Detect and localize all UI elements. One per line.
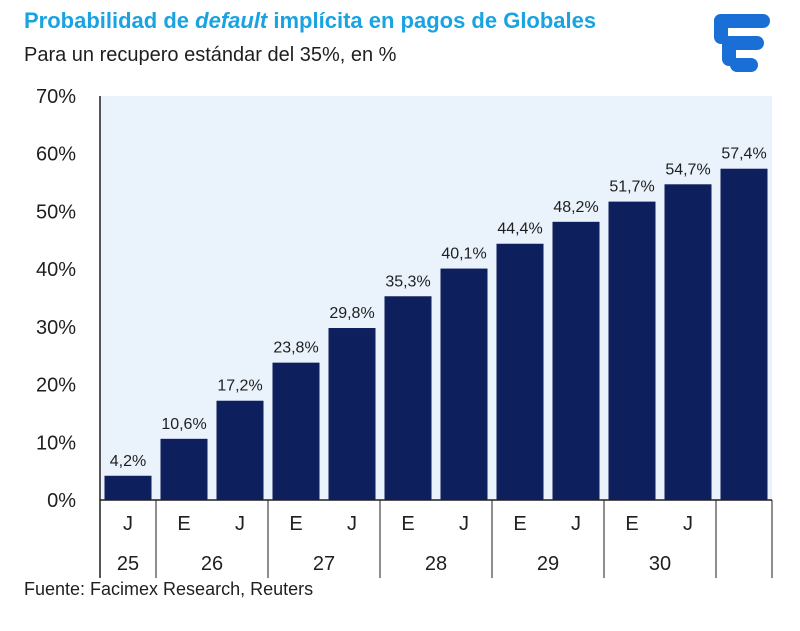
x-tick-label: J xyxy=(235,513,245,535)
data-label: 44,4% xyxy=(497,221,542,238)
y-tick-label: 0% xyxy=(47,490,76,512)
y-tick-label: 20% xyxy=(36,375,76,397)
data-label: 29,8% xyxy=(329,305,374,322)
data-label: 23,8% xyxy=(273,340,318,357)
x-group-label: 26 xyxy=(201,553,223,575)
chart-subtitle: Para un recupero estándar del 35%, en % xyxy=(24,44,397,66)
facimex-logo-icon xyxy=(714,14,770,72)
chart-title-part3: implícita en pagos de Globales xyxy=(267,8,597,33)
data-label: 35,3% xyxy=(385,273,430,290)
y-tick-label: 60% xyxy=(36,144,76,166)
x-tick-label: J xyxy=(459,513,469,535)
x-tick-label: E xyxy=(289,513,302,535)
x-group-label: 30 xyxy=(649,553,671,575)
x-tick-label: J xyxy=(683,513,693,535)
chart-source: Fuente: Facimex Research, Reuters xyxy=(24,579,314,599)
x-tick-label: E xyxy=(513,513,526,535)
y-tick-label: 70% xyxy=(36,86,76,108)
data-label: 48,2% xyxy=(553,199,598,216)
x-tick-label: J xyxy=(571,513,581,535)
bar xyxy=(272,362,320,500)
y-tick-label: 50% xyxy=(36,201,76,223)
bar xyxy=(496,243,544,500)
x-tick-label: E xyxy=(625,513,638,535)
x-tick-label: J xyxy=(123,513,133,535)
y-tick-label: 30% xyxy=(36,317,76,339)
data-label: 57,4% xyxy=(721,146,766,163)
bar xyxy=(720,168,768,500)
y-tick-label: 40% xyxy=(36,259,76,281)
bar xyxy=(104,475,152,500)
bar xyxy=(384,296,432,500)
data-label: 54,7% xyxy=(665,161,710,178)
data-label: 17,2% xyxy=(217,378,262,395)
data-label: 10,6% xyxy=(161,416,206,433)
plot-area xyxy=(100,96,772,500)
data-label: 4,2% xyxy=(110,453,146,470)
x-group-label: 27 xyxy=(313,553,335,575)
data-label: 51,7% xyxy=(609,179,654,196)
x-group-label: 25 xyxy=(117,553,139,575)
data-label: 40,1% xyxy=(441,246,486,263)
chart-title-italic: default xyxy=(195,8,268,33)
bar xyxy=(160,438,208,500)
x-tick-label: E xyxy=(401,513,414,535)
bar xyxy=(440,268,488,500)
x-tick-label: E xyxy=(177,513,190,535)
bar xyxy=(552,221,600,500)
chart-title: Probabilidad de default implícita en pag… xyxy=(24,8,596,34)
bar xyxy=(216,400,264,500)
chart-title-part1: Probabilidad de xyxy=(24,8,196,33)
x-group-label: 29 xyxy=(537,553,559,575)
bar xyxy=(664,184,712,500)
bar xyxy=(328,328,376,500)
y-tick-label: 10% xyxy=(36,432,76,454)
x-group-label: 28 xyxy=(425,553,447,575)
x-tick-label: J xyxy=(347,513,357,535)
bar xyxy=(608,201,656,501)
